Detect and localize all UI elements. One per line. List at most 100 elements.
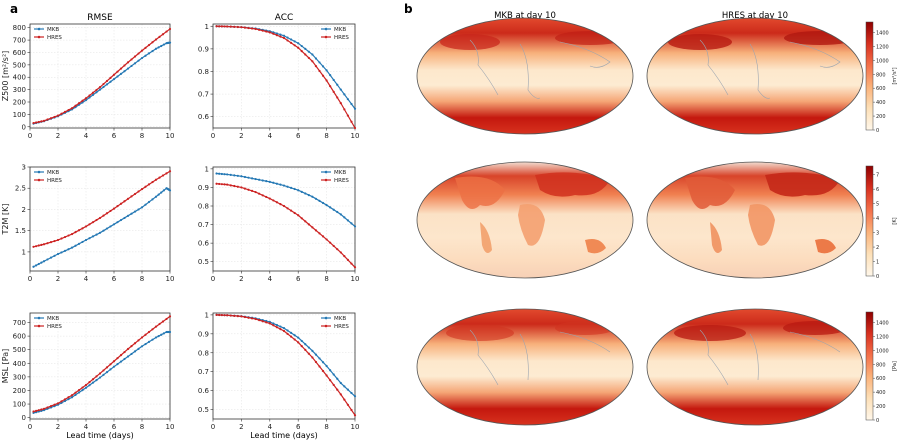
y-axis-label: MSL [Pa]	[1, 349, 10, 384]
series-point-hres	[311, 60, 314, 63]
series-point-mkb	[314, 57, 318, 60]
y-tick-label: 1.5	[15, 227, 26, 235]
series-point-hres	[261, 29, 264, 32]
series-point-mkb	[254, 177, 257, 181]
series-point-hres	[116, 357, 119, 360]
legend-marker-mkb	[324, 27, 328, 31]
series-point-mkb	[332, 208, 335, 211]
series-point-mkb	[151, 49, 154, 53]
series-point-hres	[329, 379, 332, 382]
legend-marker-mkb	[37, 316, 41, 320]
legend-label-mkb: MKB	[47, 170, 59, 176]
series-point-hres	[236, 185, 239, 188]
series-point-hres	[56, 238, 60, 242]
series-point-mkb	[63, 249, 67, 252]
series-point-mkb	[282, 184, 286, 187]
series-point-mkb	[339, 213, 342, 216]
map-title-hres: HRES at day 10	[722, 11, 788, 21]
series-point-hres	[336, 388, 339, 391]
series-point-mkb	[261, 179, 264, 182]
map-z500-hres	[646, 17, 864, 135]
series-point-mkb	[88, 384, 91, 387]
map-t2m-mkb	[416, 161, 634, 279]
y-tick-label: 100	[13, 111, 26, 119]
series-point-hres	[258, 192, 261, 195]
colorbar-tick-label: 1200	[876, 44, 889, 50]
series-point-mkb	[91, 93, 95, 96]
y-tick-label: 0.7	[198, 368, 209, 376]
legend-label-hres: HRES	[47, 35, 62, 41]
x-tick-label: 6	[296, 423, 301, 431]
series-point-hres	[84, 383, 88, 387]
series-point-hres	[88, 94, 91, 97]
series-point-hres	[147, 43, 151, 47]
legend-marker-hres	[37, 324, 41, 328]
series-point-mkb	[112, 77, 116, 81]
series-point-hres	[67, 396, 70, 399]
series-point-mkb	[119, 72, 123, 75]
series-point-mkb	[343, 216, 346, 219]
y-tick-label: 400	[13, 360, 26, 368]
series-point-hres	[325, 79, 328, 82]
x-tick-label: 2	[56, 132, 60, 140]
series-point-mkb	[307, 193, 310, 197]
y-tick-label: 400	[13, 74, 26, 82]
series-point-mkb	[350, 222, 353, 225]
colorbar-tick-label: 3	[876, 231, 879, 237]
series-point-hres	[329, 241, 332, 244]
series-point-mkb	[321, 201, 325, 205]
series-point-mkb	[133, 210, 137, 213]
series-point-mkb	[98, 88, 102, 91]
legend-marker-mkb	[324, 316, 328, 320]
y-tick-label: 100	[13, 401, 26, 409]
series-point-hres	[226, 314, 229, 317]
series-point-hres	[109, 76, 112, 79]
series-point-hres	[168, 170, 172, 173]
series-point-hres	[35, 245, 38, 248]
series-point-mkb	[74, 393, 77, 396]
series-point-mkb	[70, 246, 74, 249]
x-tick-label: 4	[268, 275, 273, 283]
series-point-mkb	[74, 244, 77, 247]
series-point-mkb	[154, 336, 158, 339]
colorbar-tick-label: 1400	[876, 30, 889, 36]
series-point-hres	[279, 35, 282, 38]
series-point-hres	[321, 235, 325, 238]
colorbar-tick-label: 600	[876, 376, 886, 382]
series-point-hres	[98, 216, 102, 220]
series-point-mkb	[157, 193, 160, 196]
series-point-hres	[290, 209, 293, 212]
series-point-hres	[84, 225, 88, 228]
series-point-mkb	[144, 54, 147, 57]
series-point-hres	[91, 91, 95, 94]
series-point-hres	[137, 190, 140, 193]
series-point-hres	[311, 356, 314, 359]
series-point-mkb	[162, 189, 165, 192]
series-point-hres	[258, 319, 261, 322]
series-point-hres	[279, 203, 282, 206]
colorbar-tick-label: 400	[876, 390, 886, 396]
colorbar-tick-label: 400	[876, 100, 886, 106]
series-point-mkb	[279, 325, 282, 328]
x-tick-label: 6	[112, 423, 117, 431]
series-point-mkb	[168, 189, 172, 192]
series-point-hres	[123, 200, 126, 203]
series-point-mkb	[229, 173, 232, 176]
series-point-hres	[346, 114, 349, 117]
series-point-mkb	[130, 352, 133, 356]
series-point-hres	[105, 212, 109, 215]
series-point-hres	[321, 369, 325, 373]
series-point-hres	[297, 46, 300, 49]
plot-frame	[29, 312, 171, 420]
series-point-hres	[290, 41, 293, 44]
series-point-hres	[265, 321, 268, 324]
series-point-hres	[314, 360, 318, 364]
series-point-mkb	[126, 214, 130, 217]
series-point-hres	[226, 25, 229, 28]
series-point-hres	[137, 339, 140, 342]
series-point-hres	[102, 82, 105, 86]
series-point-hres	[332, 244, 335, 248]
series-point-hres	[243, 315, 247, 319]
series-point-hres	[53, 115, 56, 119]
